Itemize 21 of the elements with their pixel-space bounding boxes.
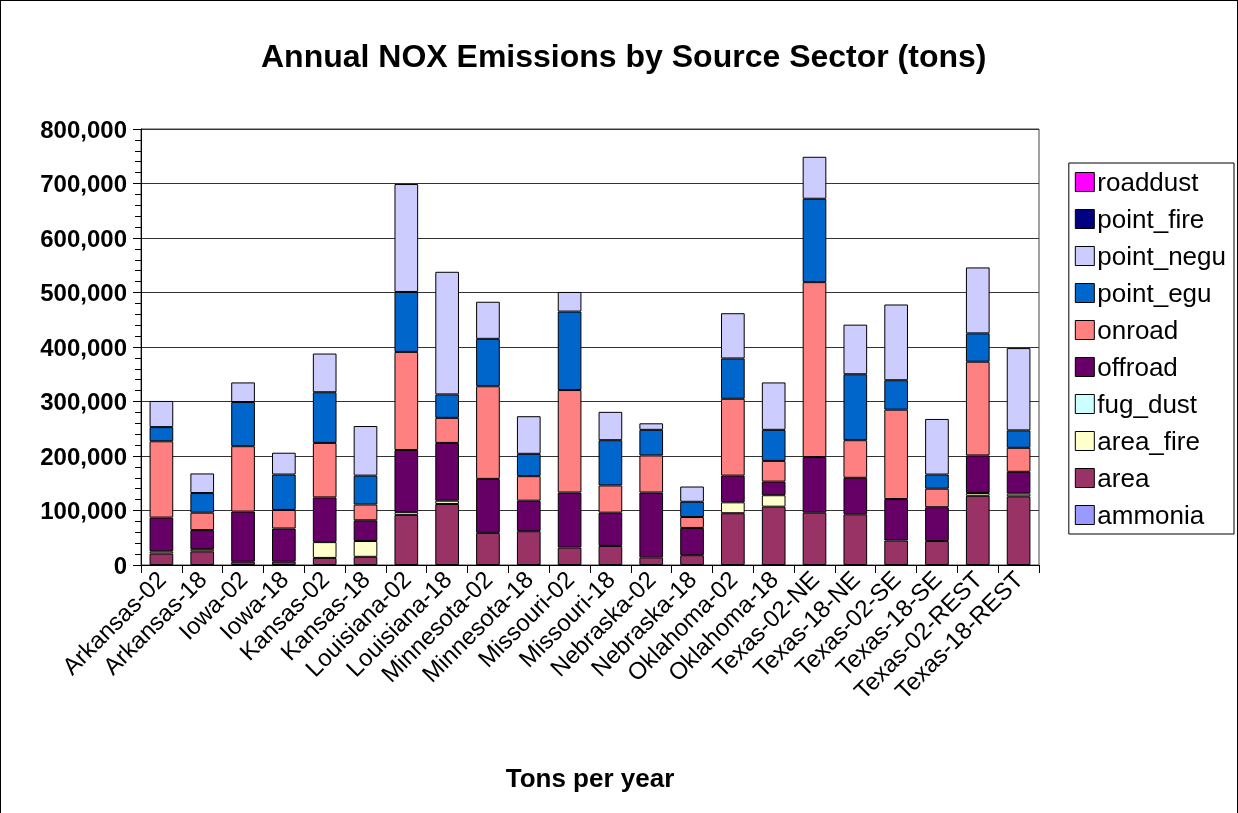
chart-title: Annual NOX Emissions by Source Sector (tons) [261,38,987,74]
legend-label: fug_dust [1097,389,1198,419]
x-axis-title: Tons per year [505,763,675,793]
y-tick-label: 500,000 [40,279,127,306]
y-tick-label: 300,000 [40,388,127,415]
legend-label: point_negu [1097,241,1227,271]
legend-label: ammonia [1097,500,1205,530]
legend-label: offroad [1097,352,1178,382]
y-tick-label: 600,000 [40,224,127,252]
y-tick-label: 400,000 [40,333,127,361]
legend-label: area [1097,463,1150,493]
legend-label: point_egu [1097,278,1212,308]
y-tick-label: 100,000 [40,497,127,524]
legend-label: onroad [1097,315,1179,345]
y-tick-label: 0 [113,551,127,579]
y-tick-label: 200,000 [40,442,127,470]
legend-label: point_fire [1097,204,1205,234]
y-tick-label: 700,000 [40,170,127,197]
legend-label: roaddust [1097,167,1200,197]
legend-label: area_fire [1097,426,1200,456]
y-tick-label: 800,000 [40,115,127,143]
